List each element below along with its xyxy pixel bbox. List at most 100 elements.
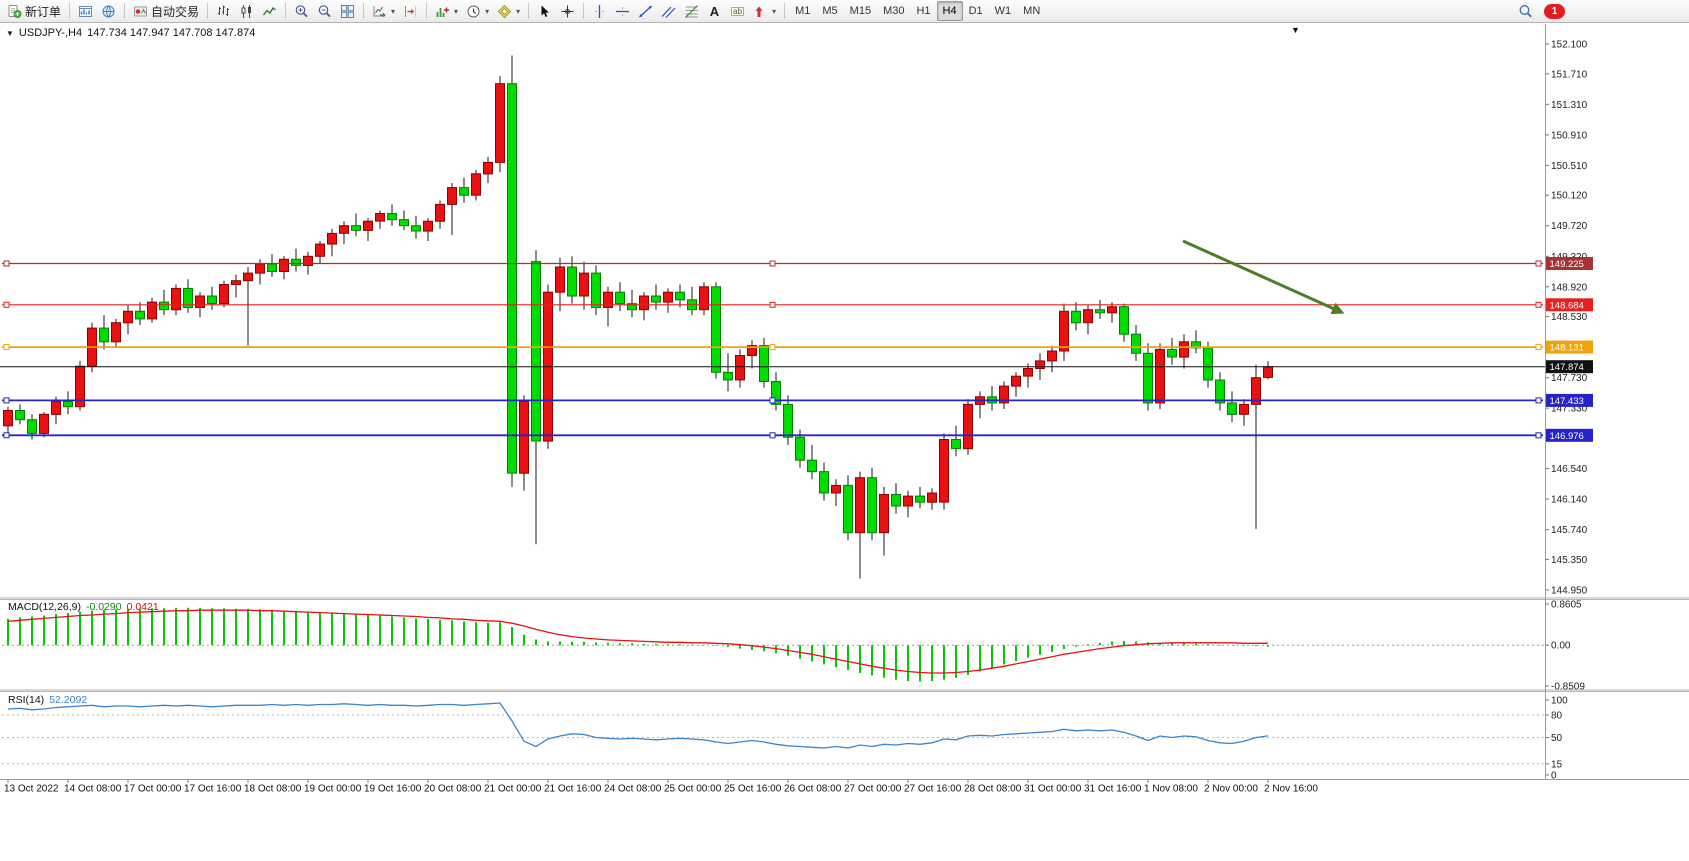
indicators-button[interactable]: ▾ (431, 1, 462, 22)
candle-body (807, 459, 817, 473)
candle-body (951, 439, 961, 450)
line-handle[interactable] (1535, 397, 1542, 404)
price-axis[interactable]: 152.100 151.710 151.310 150.910 150.510 150.1… (1545, 40, 1588, 597)
candle-body (435, 203, 445, 222)
auto-scroll-button[interactable]: ▾ (368, 1, 399, 22)
line-handle[interactable] (769, 301, 776, 308)
line-handle[interactable] (3, 397, 10, 404)
svg-text:15: 15 (1551, 759, 1563, 770)
candle-body (1071, 310, 1081, 324)
chart-menu-arrow-icon[interactable]: ▼ (1291, 25, 1300, 35)
candle-body (675, 291, 685, 301)
candle-body (495, 83, 505, 163)
time-axis[interactable]: 13 Oct 2022 14 Oct 08:00 17 Oct 00:00 17 Oc… (4, 779, 1318, 795)
crosshair-button[interactable] (556, 1, 579, 22)
zoom-in-button[interactable] (290, 1, 313, 22)
candle-body (1035, 360, 1045, 369)
chart-window-button[interactable] (74, 1, 97, 22)
horizontal-line-146.976[interactable]: 146.976 (2, 428, 1593, 442)
line-handle[interactable] (1535, 344, 1542, 351)
timeframe-d1-button[interactable]: D1 (968, 5, 983, 17)
horizontal-line-148.131[interactable]: 148.131 (2, 340, 1593, 354)
line-handle[interactable] (3, 432, 10, 439)
channel-button[interactable] (657, 1, 680, 22)
vertical-line-button[interactable] (588, 1, 611, 22)
candle-body (555, 266, 565, 293)
candle-body (267, 263, 277, 272)
cursor-button[interactable] (533, 1, 556, 22)
templates-button[interactable]: ▾ (493, 1, 524, 22)
rsi-label: RSI(14) (8, 694, 45, 706)
line-handle[interactable] (769, 260, 776, 267)
search-button[interactable] (1514, 1, 1537, 22)
horizontal-line-148.684[interactable]: 148.684 (2, 298, 1593, 312)
svg-text:146.140: 146.140 (1551, 495, 1588, 506)
candle-body (411, 225, 421, 232)
timeframe-h1-button[interactable]: H1 (916, 5, 931, 17)
price-level-tag (1546, 340, 1593, 354)
line-handle[interactable] (1535, 432, 1542, 439)
market-watch-button[interactable] (97, 1, 120, 22)
timeframe-m15-button[interactable]: M15 (849, 5, 872, 17)
chart-shift-button[interactable] (399, 1, 422, 22)
collapse-triangle-icon[interactable]: ▼ (6, 28, 14, 38)
svg-text:148.530: 148.530 (1551, 312, 1588, 323)
candle-body (1155, 348, 1165, 404)
candle-body (1011, 375, 1021, 387)
line-chart-button[interactable] (258, 1, 281, 22)
new-order-button[interactable]: 新订单 (3, 1, 65, 22)
autotrading-button[interactable]: 自动交易 (129, 1, 203, 22)
trend-arrow-annotation[interactable] (1182, 239, 1345, 315)
horizontal-line-button[interactable] (611, 1, 634, 22)
arrows-button[interactable]: ▾ (749, 1, 780, 22)
svg-text:17 Oct 16:00: 17 Oct 16:00 (184, 784, 242, 795)
timeframe-mn-button[interactable]: MN (1023, 5, 1041, 17)
svg-text:ab: ab (733, 7, 742, 16)
periods-button[interactable]: ▾ (462, 1, 493, 22)
macd-signal-value: 0.0421 (126, 601, 159, 613)
tile-windows-button[interactable] (336, 1, 359, 22)
bar-chart-button[interactable] (212, 1, 235, 22)
line-handle[interactable] (769, 432, 776, 439)
label-button[interactable]: ab (726, 1, 749, 22)
svg-text:27 Oct 00:00: 27 Oct 00:00 (844, 784, 902, 795)
horizontal-line-149.225[interactable]: 149.225 (2, 257, 1593, 270)
chart-symbol-title: ▼ USDJPY-,H4 147.734 147.947 147.708 147… (6, 27, 255, 39)
candle-body (1251, 377, 1261, 405)
timeframe-m1-button[interactable]: M1 (795, 5, 811, 17)
dropdown-caret-icon: ▾ (454, 6, 459, 16)
rsi-splitter[interactable] (0, 689, 1689, 692)
line-handle[interactable] (3, 344, 10, 351)
fibonacci-button[interactable] (680, 1, 703, 22)
timeframe-m5-button[interactable]: M5 (822, 5, 838, 17)
line-handle[interactable] (1535, 260, 1542, 267)
candle-body (927, 492, 937, 503)
text-button[interactable]: A (703, 1, 726, 22)
ohlc-values: 147.734 147.947 147.708 147.874 (87, 27, 256, 39)
horizontal-line-147.433[interactable]: 147.433 (2, 393, 1593, 407)
line-handle[interactable] (1535, 301, 1542, 308)
line-handle[interactable] (769, 344, 776, 351)
trendline-button[interactable] (634, 1, 657, 22)
candle-body (1095, 309, 1105, 314)
timeframe-w1-button[interactable]: W1 (994, 5, 1012, 17)
candlestick-chart-button[interactable] (235, 1, 258, 22)
zoom-out-button[interactable] (313, 1, 336, 22)
candle-body (279, 258, 289, 272)
notification-badge[interactable]: 1 (1544, 4, 1565, 19)
candle-body (843, 484, 853, 534)
line-handle[interactable] (3, 260, 10, 267)
svg-text:25 Oct 00:00: 25 Oct 00:00 (664, 784, 722, 795)
line-icon (262, 4, 277, 19)
line-handle[interactable] (3, 301, 10, 308)
timeframe-m30-button[interactable]: M30 (883, 5, 905, 17)
candle-body (135, 310, 145, 320)
candle-body (531, 261, 541, 442)
macd-main-value: -0.0290 (85, 601, 122, 613)
timeframe-h4-button[interactable]: H4 (936, 1, 963, 21)
candle-body (39, 413, 49, 434)
line-handle[interactable] (769, 397, 776, 404)
macd-splitter[interactable] (0, 597, 1689, 600)
candlestick-series (3, 55, 1273, 579)
